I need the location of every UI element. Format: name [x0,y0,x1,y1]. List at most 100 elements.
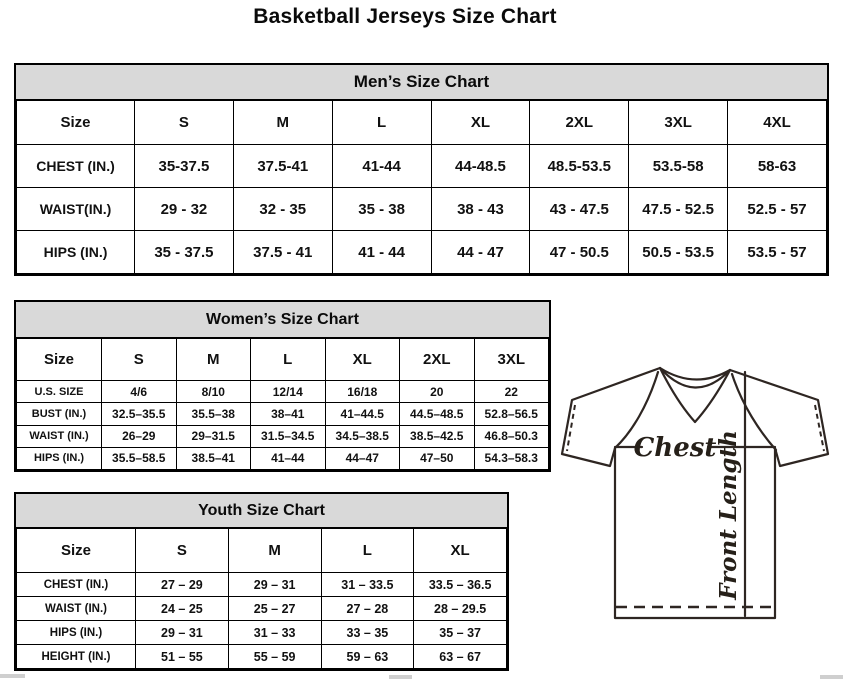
collar-arc-outer [658,366,732,381]
value-cell: 29 - 32 [134,187,234,231]
value-cell: 24 – 25 [135,596,229,621]
corner-label: Size [16,100,135,145]
value-cell: 20 [399,380,475,404]
value-cell: 41 - 44 [331,230,432,274]
value-cell: 27 – 29 [135,572,229,597]
value-cell: 44 - 47 [430,230,531,274]
value-cell: 37.5 - 41 [232,230,333,274]
value-cell: 41–44 [250,446,326,471]
men-size-chart-title: Men’s Size Chart [16,65,827,100]
value-cell: 38.5–41 [175,446,251,471]
collar-arc-inner [658,366,732,389]
value-cell: 58-63 [727,144,827,188]
value-cell: 4/6 [101,380,177,404]
left-sleeve-seam [613,370,660,450]
table-row: U.S. SIZE 4/6 8/10 12/14 16/18 20 22 [16,380,549,404]
table-row: HIPS (IN.) 35.5–58.5 38.5–41 41–44 44–47 47–5… [16,446,549,471]
value-cell: 35-37.5 [134,144,234,188]
value-cell: 54.3–58.3 [473,446,549,471]
corner-label: Size [16,337,102,382]
value-cell: 31 – 33 [227,620,322,645]
value-cell: 46.8–50.3 [473,424,549,448]
value-cell: 8/10 [175,380,251,404]
value-cell: 25 – 27 [227,596,322,621]
table-row: WAIST(IN.) 29 - 32 32 - 35 35 - 38 38 - 43 43… [16,187,827,231]
value-cell: 35 – 37 [413,620,507,645]
value-cell: 51 – 55 [135,644,229,669]
value-cell: 52.5 - 57 [727,187,827,231]
row-label: WAIST (IN.) [16,596,136,621]
value-cell: 34.5–38.5 [324,424,400,448]
value-cell: 59 – 63 [320,644,415,669]
size-column-header: 3XL [473,337,549,382]
youth-size-chart-title: Youth Size Chart [16,494,507,528]
value-cell: 53.5-58 [628,144,729,188]
value-cell: 63 – 67 [413,644,507,669]
value-cell: 29 – 31 [135,620,229,645]
size-column-header: L [331,100,432,145]
table-row: HIPS (IN.) 35 - 37.5 37.5 - 41 41 - 44 44 - … [16,230,827,274]
value-cell: 33 – 35 [320,620,415,645]
table-row: CHEST (IN.) 27 – 29 29 – 31 31 – 33.5 33.5 –… [16,572,507,597]
value-cell: 28 – 29.5 [413,596,507,621]
size-column-header: 4XL [727,100,827,145]
value-cell: 47 - 50.5 [529,230,630,274]
size-column-header: XL [413,528,507,573]
value-cell: 44.5–48.5 [399,402,475,426]
chest-label: Chest [634,433,717,463]
value-cell: 48.5-53.5 [529,144,630,188]
value-cell: 41-44 [331,144,432,188]
value-cell: 43 - 47.5 [529,187,630,231]
row-label: HIPS (IN.) [16,620,136,645]
youth-size-chart-section: Youth Size Chart Size S M L XL CHEST (IN.) 27 … [14,492,509,671]
size-column-header: 2XL [529,100,630,145]
row-label: U.S. SIZE [16,380,102,404]
women-size-chart-title: Women’s Size Chart [16,302,549,338]
youth-size-table: Size S M L XL CHEST (IN.) 27 – 29 29 – 31 31 – 3… [16,528,507,669]
value-cell: 16/18 [324,380,400,404]
table-row: WAIST (IN.) 24 – 25 25 – 27 27 – 28 28 – 29.… [16,596,507,621]
value-cell: 33.5 – 36.5 [413,572,507,597]
jersey-outline [560,366,830,620]
left-cuff-dashed-line [566,404,576,452]
table-row: BUST (IN.) 32.5–35.5 35.5–38 38–41 41–44.5 44… [16,402,549,426]
row-label: HEIGHT (IN.) [16,644,136,669]
value-cell: 35.5–38 [175,402,251,426]
row-label: CHEST (IN.) [16,572,136,597]
women-size-chart-section: Women’s Size Chart Size S M L XL 2XL 3XL U.S. S… [14,300,551,472]
value-cell: 27 – 28 [320,596,415,621]
page-title: Basketball Jerseys Size Chart [253,5,557,28]
men-size-chart-section: Men’s Size Chart Size S M L XL 2XL 3XL 4XL CHEST… [14,63,829,276]
corner-label: Size [16,528,136,573]
value-cell: 35 - 38 [331,187,432,231]
row-label: HIPS (IN.) [16,230,135,274]
value-cell: 32 - 35 [232,187,333,231]
size-column-header: XL [430,100,531,145]
size-column-header: M [175,337,251,382]
row-label: CHEST (IN.) [16,144,135,188]
value-cell: 53.5 - 57 [727,230,827,274]
size-header-row: Size S M L XL 2XL 3XL [16,337,549,382]
value-cell: 22 [473,380,549,404]
value-cell: 35 - 37.5 [134,230,234,274]
right-sleeve-seam [730,372,778,452]
value-cell: 44–47 [324,446,400,471]
cropped-fragment [820,675,843,679]
jersey-measurement-diagram: Chest Front Length [560,366,830,620]
size-column-header: L [250,337,326,382]
row-label: HIPS (IN.) [16,446,102,471]
value-cell: 37.5-41 [232,144,333,188]
table-row: HEIGHT (IN.) 51 – 55 55 – 59 59 – 63 63 – 67 [16,644,507,669]
size-column-header: L [320,528,415,573]
value-cell: 38.5–42.5 [399,424,475,448]
value-cell: 29–31.5 [175,424,251,448]
size-column-header: M [232,100,333,145]
value-cell: 52.8–56.5 [473,402,549,426]
value-cell: 35.5–58.5 [101,446,177,471]
value-cell: 32.5–35.5 [101,402,177,426]
value-cell: 12/14 [250,380,326,404]
value-cell: 55 – 59 [227,644,322,669]
value-cell: 31.5–34.5 [250,424,326,448]
table-row: CHEST (IN.) 35-37.5 37.5-41 41-44 44-48.5 48.… [16,144,827,188]
